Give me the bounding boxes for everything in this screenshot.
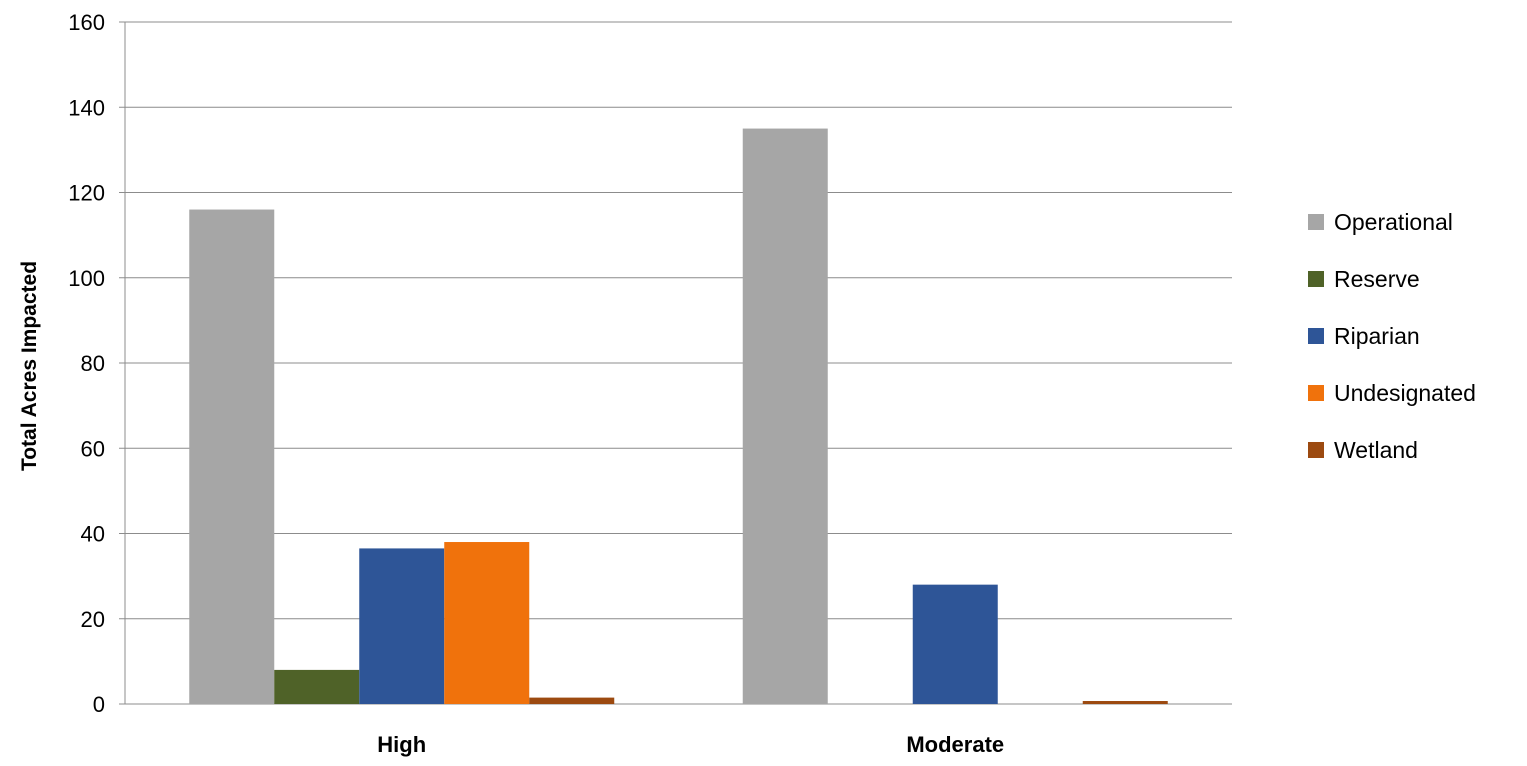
bar-wetland-high (529, 697, 615, 704)
legend-label: Undesignated (1334, 380, 1476, 406)
ytick-label: 140 (68, 95, 105, 120)
legend-swatch (1308, 385, 1324, 401)
legend-item: Undesignated (1308, 380, 1476, 406)
legend: Operational Reserve Riparian Undesignated We… (1308, 209, 1476, 463)
ytick-label: 40 (81, 522, 105, 547)
legend-swatch (1308, 442, 1324, 458)
ytick-label: 120 (68, 181, 105, 206)
category-label: Moderate (906, 732, 1004, 757)
legend-label: Wetland (1334, 437, 1418, 463)
bar-operational-high (189, 209, 275, 705)
y-axis-label: Total Acres Impacted (18, 261, 41, 471)
ytick-label: 0 (93, 692, 105, 717)
ytick-label: 160 (68, 10, 105, 35)
legend-swatch (1308, 271, 1324, 287)
bar-riparian-high (359, 548, 445, 704)
ytick-label: 20 (81, 607, 105, 632)
legend-item: Operational (1308, 209, 1453, 235)
bar-undesignated-high (444, 542, 530, 704)
legend-item: Wetland (1308, 437, 1418, 463)
legend-label: Riparian (1334, 323, 1420, 349)
legend-label: Operational (1334, 209, 1453, 235)
bar-wetland-moderate (1082, 701, 1168, 704)
bar-riparian-moderate (912, 584, 998, 704)
legend-swatch (1308, 328, 1324, 344)
bar-operational-moderate (742, 128, 828, 704)
bar-reserve-high (274, 669, 360, 704)
x-axis-categories: High Moderate (377, 732, 1004, 757)
gridlines (119, 21, 1232, 705)
ytick-label: 100 (68, 266, 105, 291)
bars (189, 128, 1168, 705)
ytick-label: 60 (81, 436, 105, 461)
y-axis-ticks: 0 20 40 60 80 100 120 140 160 (68, 10, 105, 717)
legend-item: Reserve (1308, 266, 1420, 292)
category-label: High (377, 732, 426, 757)
legend-item: Riparian (1308, 323, 1420, 349)
ytick-label: 80 (81, 351, 105, 376)
legend-label: Reserve (1334, 266, 1420, 292)
legend-swatch (1308, 214, 1324, 230)
